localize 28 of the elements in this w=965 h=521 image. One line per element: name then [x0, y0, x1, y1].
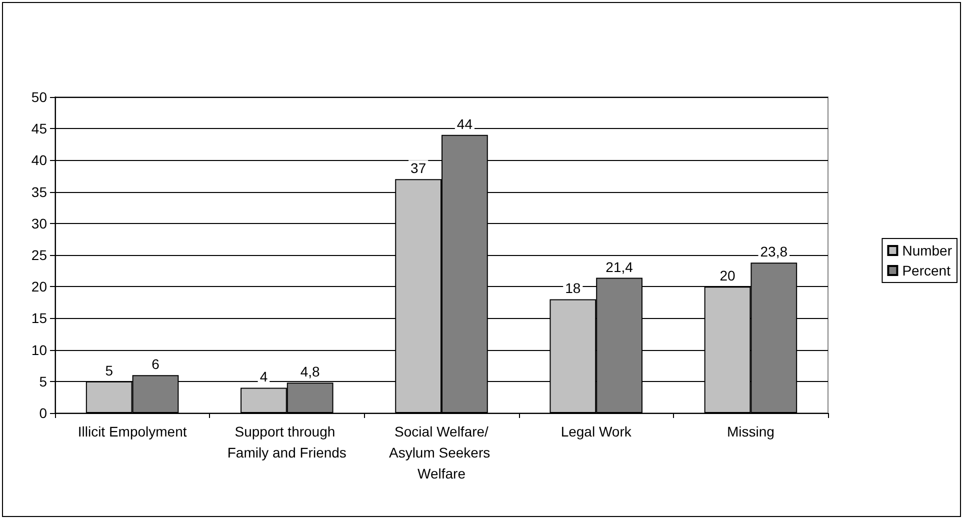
y-tick-label: 30 [31, 215, 48, 232]
y-tick-label: 15 [31, 310, 48, 326]
data-label: 21,4 [606, 258, 634, 275]
data-label: 44 [456, 116, 473, 132]
data-label: 4,8 [300, 364, 320, 380]
y-tick-label: 10 [31, 342, 48, 358]
legend-label: Percent [902, 262, 951, 278]
x-tick-label: Missing [726, 424, 774, 440]
data-label: 18 [565, 280, 581, 296]
data-label: 37 [410, 160, 426, 176]
legend-label: Number [902, 242, 952, 258]
data-label: 20 [720, 268, 736, 284]
data-label: 23,8 [760, 244, 788, 260]
y-tick-label: 20 [31, 278, 48, 295]
data-label: 5 [105, 362, 114, 378]
y-tick-label: 50 [31, 89, 48, 105]
data-label: 4 [260, 368, 268, 385]
y-tick-label: 45 [31, 120, 48, 137]
x-tick-label: Support through Family and Friends [227, 424, 346, 460]
x-tick-label: Social Welfare/Asylum Seekers Welfare [388, 424, 494, 482]
y-tick-label: 25 [31, 247, 48, 263]
y-tick-label: 5 [39, 373, 48, 390]
y-tick-label: 35 [31, 184, 48, 200]
data-label: 6 [152, 356, 160, 372]
y-tick-label: 0 [39, 405, 48, 421]
y-tick-label: 40 [31, 152, 48, 168]
x-tick-label: Illicit Empolyment [78, 424, 187, 440]
x-tick-label: Legal Work [560, 424, 632, 440]
